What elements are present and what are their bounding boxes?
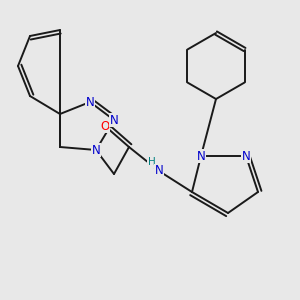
- Text: N: N: [110, 113, 118, 127]
- Text: N: N: [92, 143, 100, 157]
- Text: N: N: [154, 164, 164, 178]
- Text: N: N: [242, 149, 250, 163]
- Text: N: N: [85, 95, 94, 109]
- Text: H: H: [148, 157, 155, 167]
- Text: N: N: [196, 149, 206, 163]
- Text: O: O: [100, 119, 109, 133]
